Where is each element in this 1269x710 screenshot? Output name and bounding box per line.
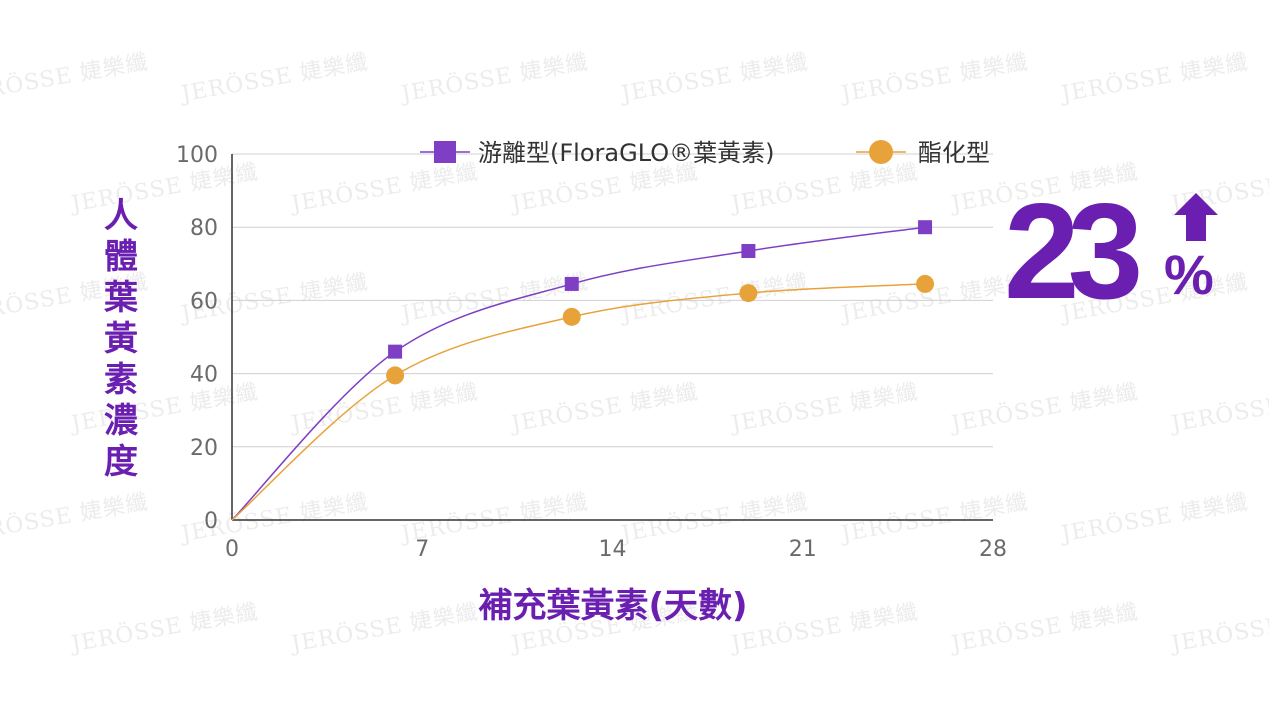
x-tick-label: 14: [599, 537, 627, 562]
legend-circle-icon: [869, 140, 893, 164]
x-tick-label: 0: [225, 537, 239, 562]
gridlines: [232, 153, 993, 448]
data-point-square: [741, 243, 756, 258]
series-layer: [231, 220, 935, 521]
x-tick-label: 28: [979, 537, 1007, 562]
up-arrow-icon: [1174, 193, 1218, 241]
data-point-square: [564, 276, 579, 291]
x-axis-label: 補充葉黃素(天數): [478, 586, 748, 626]
increase-callout: 23 %: [1004, 183, 1224, 319]
y-tick-label: 40: [190, 363, 218, 388]
data-point-circle: [562, 307, 581, 326]
x-tick-label: 21: [789, 537, 817, 562]
legend-label: 游離型(FloraGLO®葉黃素): [478, 139, 774, 167]
y-tick-label: 20: [190, 436, 218, 461]
data-point-square: [918, 220, 933, 235]
y-tick-label: 0: [204, 509, 218, 534]
data-point-circle: [739, 284, 758, 303]
y-tick-label: 80: [190, 216, 218, 241]
y-tick-label: 60: [190, 289, 218, 314]
legend: 游離型(FloraGLO®葉黃素) 酯化型: [420, 139, 990, 167]
data-point-circle: [916, 274, 935, 293]
legend-square-icon: [434, 141, 456, 163]
y-axis-label: 人體葉黃素濃度: [104, 196, 138, 482]
data-point-square: [388, 344, 403, 359]
increase-unit: %: [1164, 243, 1214, 306]
legend-label: 酯化型: [918, 139, 990, 167]
data-point-circle: [386, 366, 405, 385]
increase-value: 23: [1004, 175, 1143, 327]
y-tick-label: 100: [176, 143, 218, 168]
x-tick-label: 7: [415, 537, 429, 562]
axes: 0 20 40 60 80 100 0 7 14 21 28: [176, 143, 1007, 562]
